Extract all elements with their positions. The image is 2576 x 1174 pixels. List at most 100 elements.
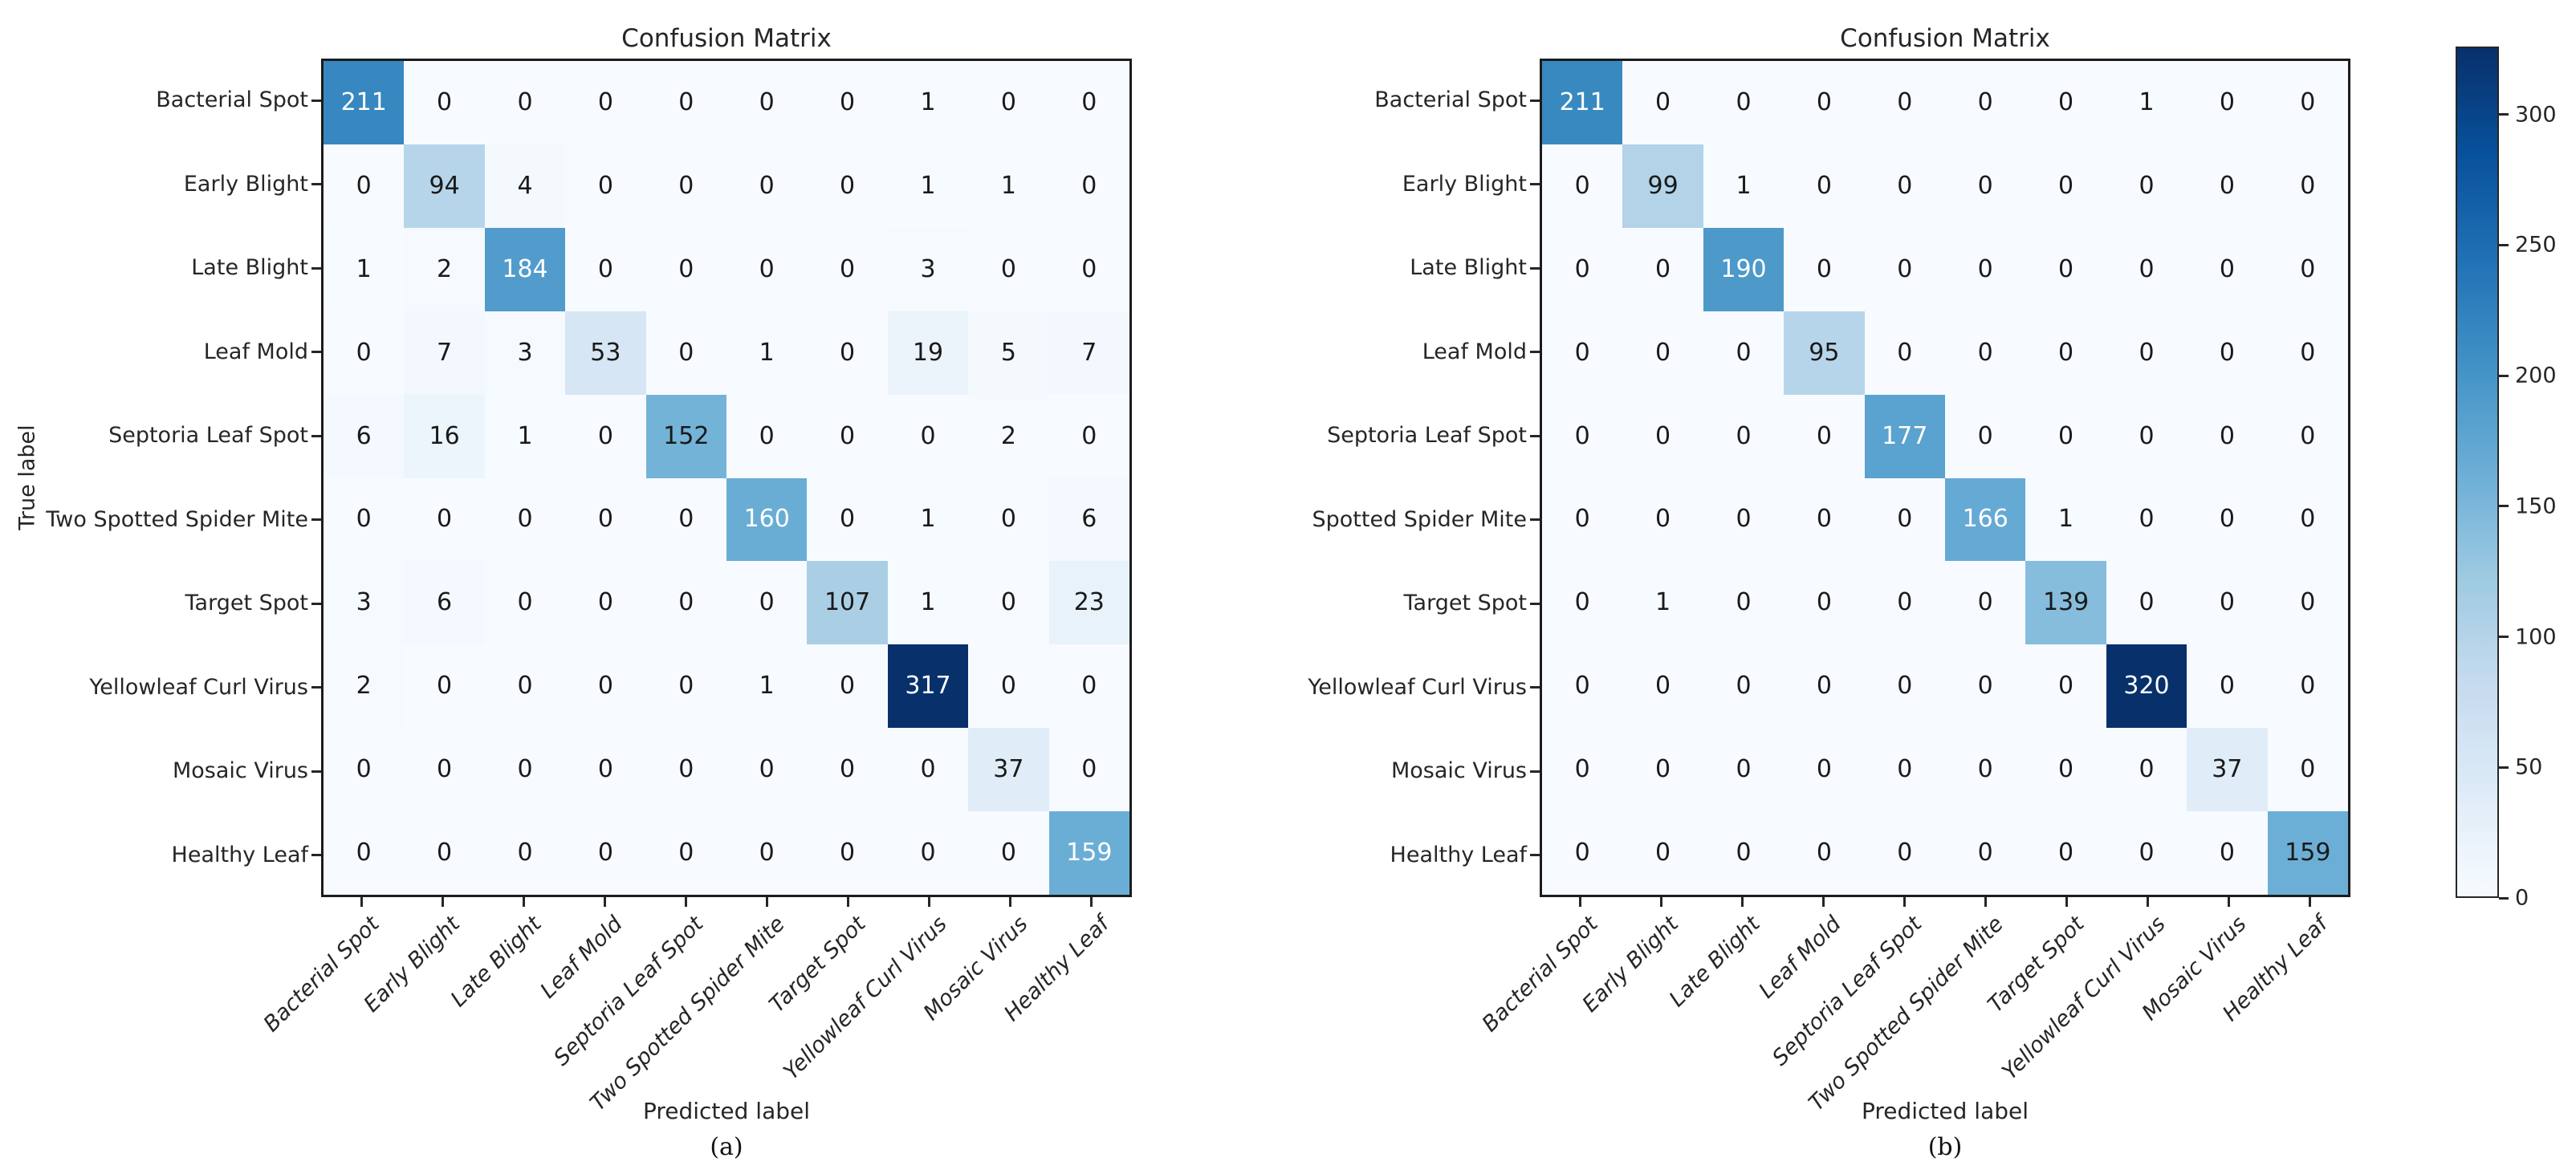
colorbar-tick (2499, 113, 2509, 116)
matrix-cell: 0 (2025, 394, 2106, 478)
matrix-cell: 2 (324, 644, 405, 729)
y-tick-label: Late Blight (1410, 255, 1527, 281)
y-tick (1530, 518, 1540, 522)
y-axis-title: True label (14, 425, 40, 530)
matrix-cell: 37 (2187, 728, 2268, 812)
matrix-cell: 0 (645, 144, 726, 228)
matrix-cell: 7 (1048, 311, 1129, 395)
matrix-cell: 0 (1542, 311, 1623, 395)
y-tick (1530, 266, 1540, 270)
y-tick (1530, 770, 1540, 773)
y-tick (311, 99, 321, 102)
y-tick-label: Yellowleaf Curl Virus (89, 674, 308, 700)
matrix-cell: 0 (726, 728, 808, 812)
colorbar-tick-label: 100 (2515, 624, 2557, 650)
matrix-cell: 1 (726, 644, 808, 729)
matrix-cell: 317 (887, 644, 969, 729)
matrix-cell: 0 (2025, 61, 2106, 144)
y-tick-label: Target Spot (185, 591, 309, 616)
matrix-cell: 0 (645, 811, 726, 895)
matrix-cell: 0 (404, 477, 485, 562)
x-tick-label: Leaf Mold (1754, 912, 1846, 1004)
x-tick-label: Target Spot (764, 912, 871, 1018)
matrix-cell: 0 (645, 61, 726, 144)
matrix-cell: 0 (968, 811, 1049, 895)
x-tick (2147, 897, 2149, 907)
matrix-cell: 0 (1703, 61, 1784, 144)
y-tick-label: Bacterial Spot (156, 87, 308, 113)
y-tick (311, 266, 321, 270)
matrix-cell: 0 (807, 811, 888, 895)
matrix-cell: 2 (404, 227, 485, 311)
matrix-cell: 0 (807, 61, 888, 144)
matrix-cell: 0 (1622, 61, 1703, 144)
matrix-cell: 0 (968, 644, 1049, 729)
matrix-cell: 1 (887, 561, 969, 645)
matrix-cell: 37 (968, 728, 1049, 812)
confusion-matrix-panel-a: Confusion Matrix True label 211 0 0 0 0 0 0 1 0 0… (14, 24, 1132, 1161)
y-tick-label: Early Blight (183, 171, 308, 197)
y-tick-label: Septoria Leaf Spot (108, 423, 308, 449)
matrix-cell: 94 (404, 144, 485, 228)
matrix-cell: 152 (645, 394, 726, 478)
matrix-cell: 0 (1784, 811, 1865, 895)
x-tick-label: Leaf Mold (535, 912, 628, 1004)
y-tick (311, 434, 321, 437)
colorbar-tick-label: 0 (2515, 885, 2529, 911)
matrix-cell: 0 (2187, 811, 2268, 895)
matrix-cell: 0 (2187, 477, 2268, 562)
matrix-cell: 0 (1703, 477, 1784, 562)
matrix-cell: 0 (1542, 811, 1623, 895)
matrix-cell: 0 (2025, 144, 2106, 228)
matrix-cell: 0 (1784, 561, 1865, 645)
matrix-cell: 0 (1048, 227, 1129, 311)
x-tick (2309, 897, 2311, 907)
matrix-cell: 0 (404, 811, 485, 895)
y-tick (311, 602, 321, 605)
x-tick (442, 897, 444, 907)
matrix-cell: 0 (1048, 728, 1129, 812)
colorbar-tick (2499, 243, 2509, 246)
matrix-cell: 0 (1703, 728, 1784, 812)
matrix-cell: 0 (726, 61, 808, 144)
matrix-cell: 0 (887, 728, 969, 812)
matrix-cell: 0 (968, 477, 1049, 562)
matrix-cell: 0 (1945, 227, 2026, 311)
matrix-cell: 3 (887, 227, 969, 311)
matrix-cell: 0 (2106, 227, 2187, 311)
matrix-cell: 0 (2106, 728, 2187, 812)
colorbar-tick-label: 250 (2515, 232, 2557, 258)
matrix-cell: 0 (404, 644, 485, 729)
matrix-cell: 1 (1703, 144, 1784, 228)
matrix-cell: 0 (1784, 394, 1865, 478)
matrix-cell: 320 (2106, 644, 2187, 729)
matrix-cell: 0 (484, 561, 566, 645)
x-tick (1741, 897, 1744, 907)
matrix-cell: 0 (807, 477, 888, 562)
matrix-cell: 0 (1622, 311, 1703, 395)
matrix-cell: 0 (484, 644, 566, 729)
matrix-cell: 1 (887, 477, 969, 562)
matrix-cell: 0 (1945, 311, 2026, 395)
matrix-cell: 107 (807, 561, 888, 645)
matrix-cell: 0 (1048, 394, 1129, 478)
matrix-cell: 0 (807, 311, 888, 395)
matrix-cell: 53 (565, 311, 646, 395)
y-tick (1530, 854, 1540, 857)
matrix-cell: 190 (1703, 227, 1784, 311)
matrix-cell: 159 (1048, 811, 1129, 895)
matrix-cell: 0 (807, 394, 888, 478)
matrix-cell: 0 (565, 811, 646, 895)
matrix-cell: 0 (645, 227, 726, 311)
colorbar-tick (2499, 374, 2509, 377)
matrix-cell: 0 (2187, 311, 2268, 395)
matrix-cell: 6 (404, 561, 485, 645)
matrix-cell: 0 (324, 144, 405, 228)
colorbar-tick (2499, 766, 2509, 769)
matrix-cell: 0 (968, 561, 1049, 645)
x-tick-label: Two Spotted Spider Mite (584, 912, 790, 1116)
matrix-cell: 0 (565, 728, 646, 812)
matrix-cell: 0 (565, 394, 646, 478)
y-tick (311, 183, 321, 186)
matrix-cell: 6 (324, 394, 405, 478)
